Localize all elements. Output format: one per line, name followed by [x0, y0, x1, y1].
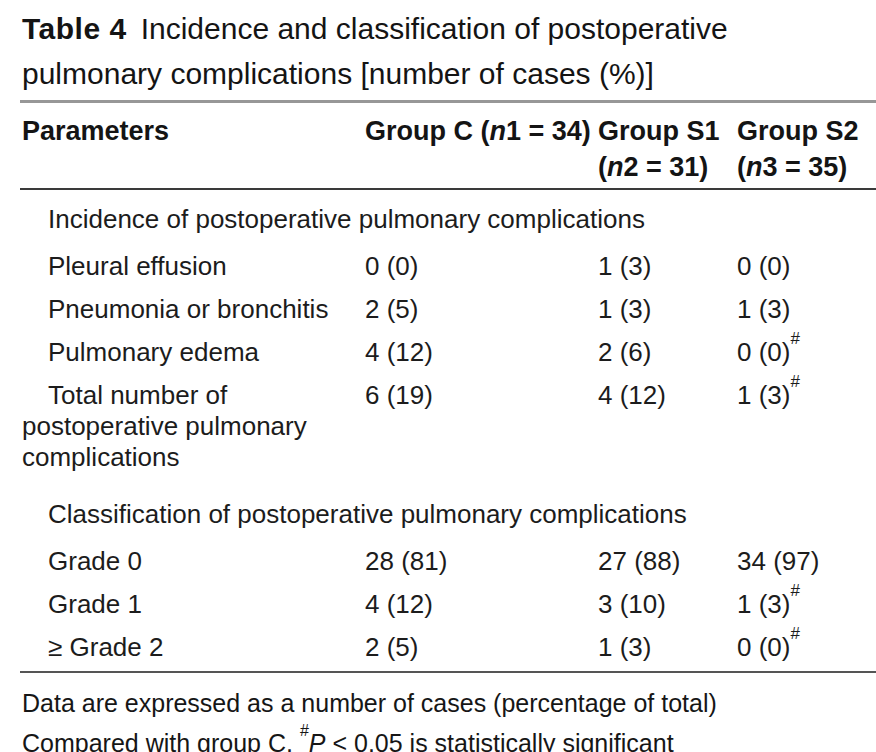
header-group-s1-pre: ( [598, 152, 607, 182]
value-group-c: 4 (12) [365, 337, 598, 368]
row-label: Pulmonary edema [22, 337, 365, 368]
table-row-grade-2-plus: ≥ Grade 2 2 (5) 1 (3) 0 (0)# [22, 632, 876, 663]
value-group-c: 2 (5) [365, 632, 598, 663]
row-label: Total number of postoperative pulmonary … [22, 380, 365, 473]
section-label: Classification of postoperative pulmonar… [22, 499, 876, 530]
value-text: 1 (3) [737, 589, 790, 619]
header-group-s1-n: n [607, 152, 624, 182]
table-row-total-complications: Total number of postoperative pulmonary … [22, 380, 876, 473]
header-parameters: Parameters [22, 113, 365, 185]
value-group-s2: 1 (3)# [737, 589, 876, 620]
header-group-c-n: n [489, 116, 506, 146]
value-text: 0 (0) [737, 632, 790, 662]
table-header-row: Parameters Group C (n1 = 34) Group S1 (n… [22, 103, 876, 188]
value-group-s2: 0 (0) [737, 251, 876, 282]
header-group-s2: Group S2 (n3 = 35) [737, 113, 876, 185]
value-group-s1: 4 (12) [598, 380, 737, 411]
p-value-symbol: P [309, 729, 326, 752]
value-group-s2: 1 (3)# [737, 380, 876, 411]
significance-marker: # [790, 624, 799, 643]
value-group-s1: 1 (3) [598, 251, 737, 282]
value-group-s2: 0 (0)# [737, 337, 876, 368]
header-group-c-pre: Group C ( [365, 116, 489, 146]
table-number: Table 4 [22, 12, 127, 45]
value-group-s2: 1 (3) [737, 294, 876, 325]
row-label: Grade 1 [22, 589, 365, 620]
significance-marker: # [790, 329, 799, 348]
value-group-s2: 34 (97) [737, 546, 876, 577]
footnote-significance-pre: Compared with group C, [22, 729, 300, 752]
paper-table-figure: Table 4Incidence and classification of p… [0, 0, 876, 752]
table-row-pulmonary-edema: Pulmonary edema 4 (12) 2 (6) 0 (0)# [22, 337, 876, 368]
header-group-s2-name: Group S2 [737, 113, 876, 149]
value-text: 0 (0) [737, 251, 790, 281]
value-group-s1: 27 (88) [598, 546, 737, 577]
row-label: Grade 0 [22, 546, 365, 577]
value-text: 1 (3) [737, 380, 790, 410]
value-group-s1: 1 (3) [598, 294, 737, 325]
header-group-s1-n-line: (n2 = 31) [598, 149, 737, 185]
table-body: Incidence of postoperative pulmonary com… [22, 190, 876, 671]
value-text: 1 (3) [737, 294, 790, 324]
value-group-c: 4 (12) [365, 589, 598, 620]
value-group-c: 2 (5) [365, 294, 598, 325]
value-group-s1: 3 (10) [598, 589, 737, 620]
footnote-significance-post: < 0.05 is statistically significant [326, 729, 674, 752]
header-group-s2-n-line: (n3 = 35) [737, 149, 876, 185]
hash-marker: # [300, 722, 309, 739]
header-group-s2-post: 3 = 35) [763, 152, 848, 182]
value-group-c: 0 (0) [365, 251, 598, 282]
value-group-c: 28 (81) [365, 546, 598, 577]
table-caption-text: Incidence and classification of postoper… [22, 12, 728, 90]
table-row-pleural-effusion: Pleural effusion 0 (0) 1 (3) 0 (0) [22, 251, 876, 282]
value-group-c: 6 (19) [365, 380, 598, 411]
footnote-significance: Compared with group C, #P < 0.05 is stat… [22, 723, 876, 752]
value-group-s1: 1 (3) [598, 632, 737, 663]
row-label: ≥ Grade 2 [22, 632, 365, 663]
header-group-s1-name: Group S1 [598, 113, 737, 149]
header-group-s2-pre: ( [737, 152, 746, 182]
section-label: Incidence of postoperative pulmonary com… [22, 204, 876, 235]
section-row-incidence: Incidence of postoperative pulmonary com… [22, 204, 876, 235]
table-footnotes: Data are expressed as a number of cases … [22, 673, 876, 752]
row-label: Pneumonia or bronchitis [22, 294, 365, 325]
table-row-pneumonia: Pneumonia or bronchitis 2 (5) 1 (3) 1 (3… [22, 294, 876, 325]
table-row-grade-0: Grade 0 28 (81) 27 (88) 34 (97) [22, 546, 876, 577]
value-text: 0 (0) [737, 337, 790, 367]
header-group-c-post: 1 = 34) [506, 116, 591, 146]
header-group-s1: Group S1 (n2 = 31) [598, 113, 737, 185]
table-row-grade-1: Grade 1 4 (12) 3 (10) 1 (3)# [22, 589, 876, 620]
value-text: 34 (97) [737, 546, 819, 576]
significance-marker: # [790, 581, 799, 600]
header-group-s2-n: n [746, 152, 763, 182]
significance-marker: # [790, 372, 799, 391]
table-caption: Table 4Incidence and classification of p… [22, 6, 872, 96]
header-group-s1-post: 2 = 31) [624, 152, 709, 182]
header-group-c: Group C (n1 = 34) [365, 113, 598, 185]
section-row-classification: Classification of postoperative pulmonar… [22, 499, 876, 530]
value-group-s2: 0 (0)# [737, 632, 876, 663]
footnote-data-expression: Data are expressed as a number of cases … [22, 683, 876, 723]
row-label: Pleural effusion [22, 251, 365, 282]
value-group-s1: 2 (6) [598, 337, 737, 368]
